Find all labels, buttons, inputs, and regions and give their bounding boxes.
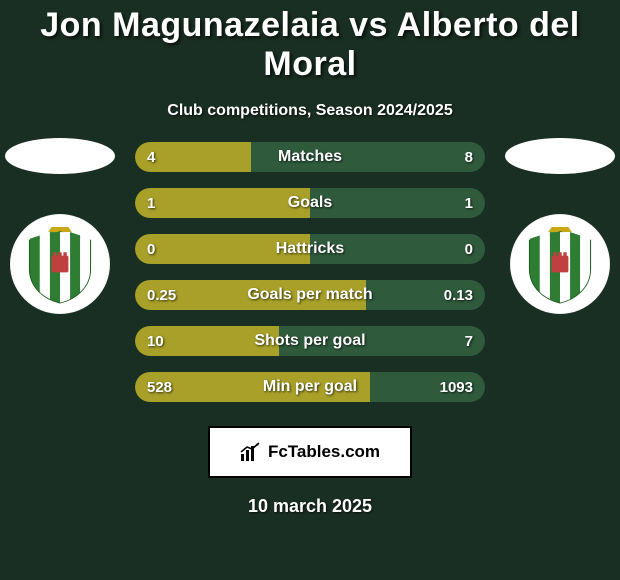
subtitle: Club competitions, Season 2024/2025 [0, 102, 620, 120]
player-left-crest [10, 214, 110, 314]
stat-bar: 0.250.13Goals per match [135, 280, 485, 310]
stat-bars-column: 48Matches 11Goals 00Hattricks 0.250.13Goals… [135, 142, 485, 418]
brand-card: FcTables.com [208, 426, 412, 478]
player-left-photo-placeholder [5, 138, 115, 174]
player-right-crest [510, 214, 610, 314]
stat-label: Hattricks [135, 234, 485, 264]
page-title: Jon Magunazelaia vs Alberto del Moral [0, 0, 620, 84]
stat-label: Goals [135, 188, 485, 218]
stat-label: Min per goal [135, 372, 485, 402]
comparison-infographic: Jon Magunazelaia vs Alberto del Moral Cl… [0, 0, 620, 580]
stat-label: Goals per match [135, 280, 485, 310]
stat-bar: 11Goals [135, 188, 485, 218]
stat-bar: 00Hattricks [135, 234, 485, 264]
stat-label: Shots per goal [135, 326, 485, 356]
stat-bar: 107Shots per goal [135, 326, 485, 356]
player-left-column [0, 142, 120, 314]
date-label: 10 march 2025 [0, 496, 620, 517]
brand-rest: Tables.com [288, 442, 380, 461]
stats-arena: 48Matches 11Goals 00Hattricks 0.250.13Goals… [0, 142, 620, 412]
stat-bar: 5281093Min per goal [135, 372, 485, 402]
club-crest-icon [518, 222, 602, 306]
player-right-photo-placeholder [505, 138, 615, 174]
stat-label: Matches [135, 142, 485, 172]
club-crest-icon [18, 222, 102, 306]
player-right-column [500, 142, 620, 314]
brand-bold: Fc [268, 442, 288, 461]
brand-text: FcTables.com [268, 442, 380, 462]
bar-chart-icon [240, 442, 262, 462]
stat-bar: 48Matches [135, 142, 485, 172]
